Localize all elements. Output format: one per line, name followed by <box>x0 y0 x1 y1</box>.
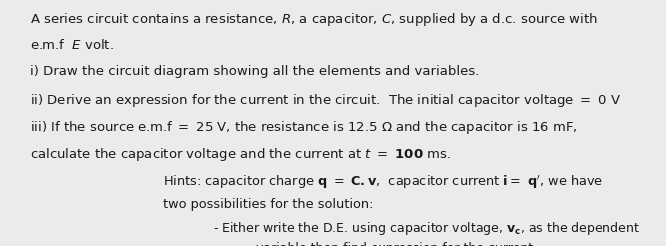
Text: iii) If the source e.m.f $=$ 25 V, the resistance is 12.5 $\Omega$ and the capac: iii) If the source e.m.f $=$ 25 V, the r… <box>30 119 577 136</box>
Text: two possibilities for the solution:: two possibilities for the solution: <box>163 198 374 211</box>
Text: e.m.f  $\mathit{E}$ volt.: e.m.f $\mathit{E}$ volt. <box>30 38 114 52</box>
Text: - Either write the D.E. using capacitor voltage, $\mathbf{v_c}$, as the dependen: - Either write the D.E. using capacitor … <box>213 220 640 237</box>
Text: Hints: capacitor charge $\mathbf{q}$ $=$ $\mathbf{C.v}$,  capacitor current $\ma: Hints: capacitor charge $\mathbf{q}$ $=$… <box>163 173 603 191</box>
Text: A series circuit contains a resistance, $\mathit{R}$, a capacitor, $\mathit{C}$,: A series circuit contains a resistance, … <box>30 11 598 28</box>
Text: variable then find expression for the current.: variable then find expression for the cu… <box>256 242 537 246</box>
Text: i) Draw the circuit diagram showing all the elements and variables.: i) Draw the circuit diagram showing all … <box>30 65 480 78</box>
Text: calculate the capacitor voltage and the current at $\mathit{t}$ $=$ $\mathbf{100: calculate the capacitor voltage and the … <box>30 146 451 163</box>
Text: ii) Derive an expression for the current in the circuit.  The initial capacitor : ii) Derive an expression for the current… <box>30 92 621 109</box>
